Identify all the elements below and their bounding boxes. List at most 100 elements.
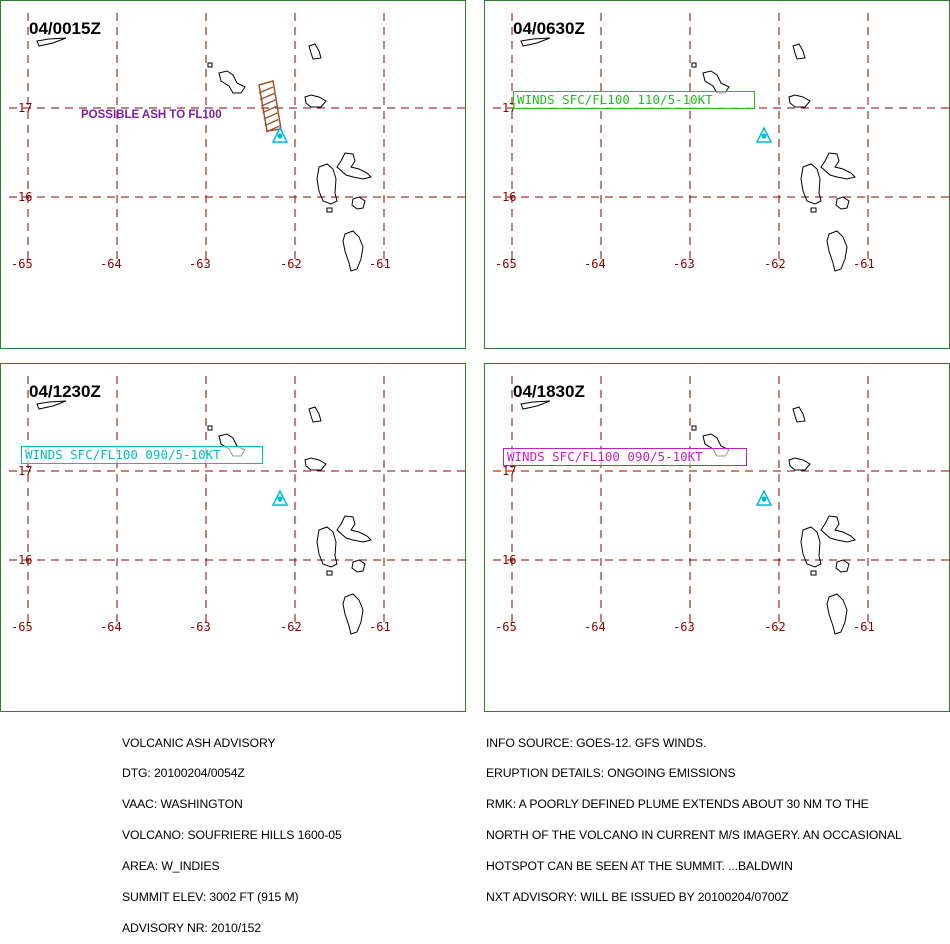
island-outline — [691, 425, 697, 431]
panel-time-label: 04/0015Z — [29, 19, 101, 38]
longitude-label: -64 — [584, 257, 606, 271]
island-outline — [826, 230, 848, 272]
island-outline — [336, 152, 372, 180]
ash-hatch-line — [263, 112, 278, 120]
volcano-triangle-icon — [271, 489, 289, 506]
longitude-label: -65 — [495, 620, 517, 634]
advisory-line: AREA: W_INDIES — [122, 859, 220, 874]
ash-label: POSSIBLE ASH TO FL100 — [81, 109, 222, 121]
latitude-label: 16 — [18, 553, 32, 567]
island-outline — [788, 94, 811, 108]
longitude-label: -63 — [189, 257, 211, 271]
island-outline — [308, 406, 322, 423]
ash-hatch-line — [258, 86, 274, 94]
longitude-label: -62 — [280, 257, 302, 271]
island-outline — [702, 70, 730, 94]
island-outline — [36, 400, 67, 410]
volcano-triangle-icon — [755, 489, 773, 506]
island-outline — [342, 593, 364, 635]
longitude-label: -64 — [100, 620, 122, 634]
map-panel-4: -65 -64 -63 -62 -61 17 16 04/1830Z WINDS SFC/F… — [484, 363, 950, 712]
advisory-line: ADVISORY NR: 2010/152 — [122, 920, 262, 935]
island-outline — [207, 62, 213, 68]
longitude-label: -61 — [853, 257, 875, 271]
longitude-label: -61 — [369, 257, 391, 271]
map-canvas: -65 -64 -63 -62 -61 17 16 — [9, 13, 467, 272]
longitude-label: -65 — [11, 620, 33, 634]
island-outline — [342, 230, 364, 272]
advisory-line: VAAC: WASHINGTON — [122, 797, 243, 812]
panel-time-label: 04/1830Z — [513, 382, 585, 401]
advisory-line: INFO SOURCE: GOES-12. GFS WINDS. — [486, 735, 707, 750]
advisory-header-block: VOLCANIC ASH ADVISORY DTG: 20100204/0054… — [122, 717, 342, 944]
island-outline — [810, 207, 817, 213]
longitude-label: -63 — [189, 620, 211, 634]
island-outline — [820, 515, 856, 543]
longitude-label: -62 — [280, 620, 302, 634]
latitude-label: 17 — [502, 464, 516, 478]
island-outline — [800, 526, 822, 568]
longitude-label: -64 — [584, 620, 606, 634]
island-outline — [304, 457, 327, 471]
island-outline — [326, 207, 333, 213]
map-panel-2: -65 -64 -63 -62 -61 17 16 04/0630Z WINDS SFC/F… — [484, 0, 950, 349]
volcano-dot-icon — [277, 133, 283, 139]
advisory-line: SUMMIT ELEV: 3002 FT (915 M) — [122, 890, 299, 905]
ash-hatch-line — [259, 92, 275, 101]
advisory-line: RMK: A POORLY DEFINED PLUME EXTENDS ABOU… — [486, 797, 869, 812]
panel-time-label: 04/0630Z — [513, 19, 585, 38]
island-outline — [800, 163, 822, 205]
longitude-label: -62 — [764, 620, 786, 634]
latitude-label: 17 — [18, 101, 32, 115]
island-outline — [304, 94, 327, 108]
advisory-remarks-block: INFO SOURCE: GOES-12. GFS WINDS. ERUPTIO… — [486, 717, 902, 913]
advisory-line: ERUPTION DETAILS: ONGOING EMISSIONS — [486, 766, 736, 781]
island-outline — [792, 406, 806, 423]
advisory-line: VOLCANO: SOUFRIERE HILLS 1600-05 — [122, 828, 342, 843]
longitude-label: -65 — [11, 257, 33, 271]
map-panel-3: -65 -64 -63 -62 -61 17 16 04/1230Z WINDS SFC/F… — [0, 363, 467, 712]
latitude-label: 17 — [502, 101, 516, 115]
longitude-label: -63 — [673, 620, 695, 634]
island-outline — [308, 43, 322, 60]
island-outline — [316, 526, 338, 568]
longitude-label: -61 — [853, 620, 875, 634]
advisory-line: NXT ADVISORY: WILL BE ISSUED BY 20100204… — [486, 890, 789, 905]
latitude-label: 17 — [18, 464, 32, 478]
island-outline — [788, 457, 811, 471]
map-canvas: -65 -64 -63 -62 -61 17 16 — [9, 376, 467, 635]
volcano-dot-icon — [761, 496, 767, 502]
island-outline — [835, 559, 850, 573]
island-outline — [691, 62, 697, 68]
island-outline — [336, 515, 372, 543]
island-outline — [826, 593, 848, 635]
longitude-label: -61 — [369, 620, 391, 634]
longitude-label: -63 — [673, 257, 695, 271]
volcano-dot-icon — [761, 133, 767, 139]
map-canvas: -65 -64 -63 -62 -61 17 16 — [493, 13, 950, 272]
island-outline — [351, 196, 366, 210]
island-outline — [218, 70, 246, 94]
island-outline — [835, 196, 850, 210]
map-canvas: -65 -64 -63 -62 -61 17 16 — [493, 376, 950, 635]
ash-hatch-line — [265, 125, 280, 133]
island-outline — [792, 43, 806, 60]
advisory-line: VOLCANIC ASH ADVISORY — [122, 735, 276, 750]
volcano-triangle-icon — [271, 126, 289, 143]
advisory-line: NORTH OF THE VOLCANO IN CURRENT M/S IMAG… — [486, 828, 902, 843]
advisory-line: HOTSPOT CAN BE SEEN AT THE SUMMIT. ...BA… — [486, 859, 793, 874]
island-outline — [351, 559, 366, 573]
volcano-dot-icon — [277, 496, 283, 502]
winds-label: WINDS SFC/FL100 090/5-10KT — [503, 448, 747, 466]
longitude-label: -64 — [100, 257, 122, 271]
winds-label: WINDS SFC/FL100 090/5-10KT — [21, 446, 263, 464]
island-outline — [36, 37, 67, 47]
longitude-label: -65 — [495, 257, 517, 271]
island-outline — [316, 163, 338, 205]
winds-label: WINDS SFC/FL100 110/5-10KT — [513, 91, 755, 109]
island-outline — [810, 570, 817, 576]
island-outline — [520, 37, 551, 47]
ash-hatch-line — [264, 118, 279, 127]
ash-hatch-line — [261, 99, 276, 107]
volcano-triangle-icon — [755, 126, 773, 143]
